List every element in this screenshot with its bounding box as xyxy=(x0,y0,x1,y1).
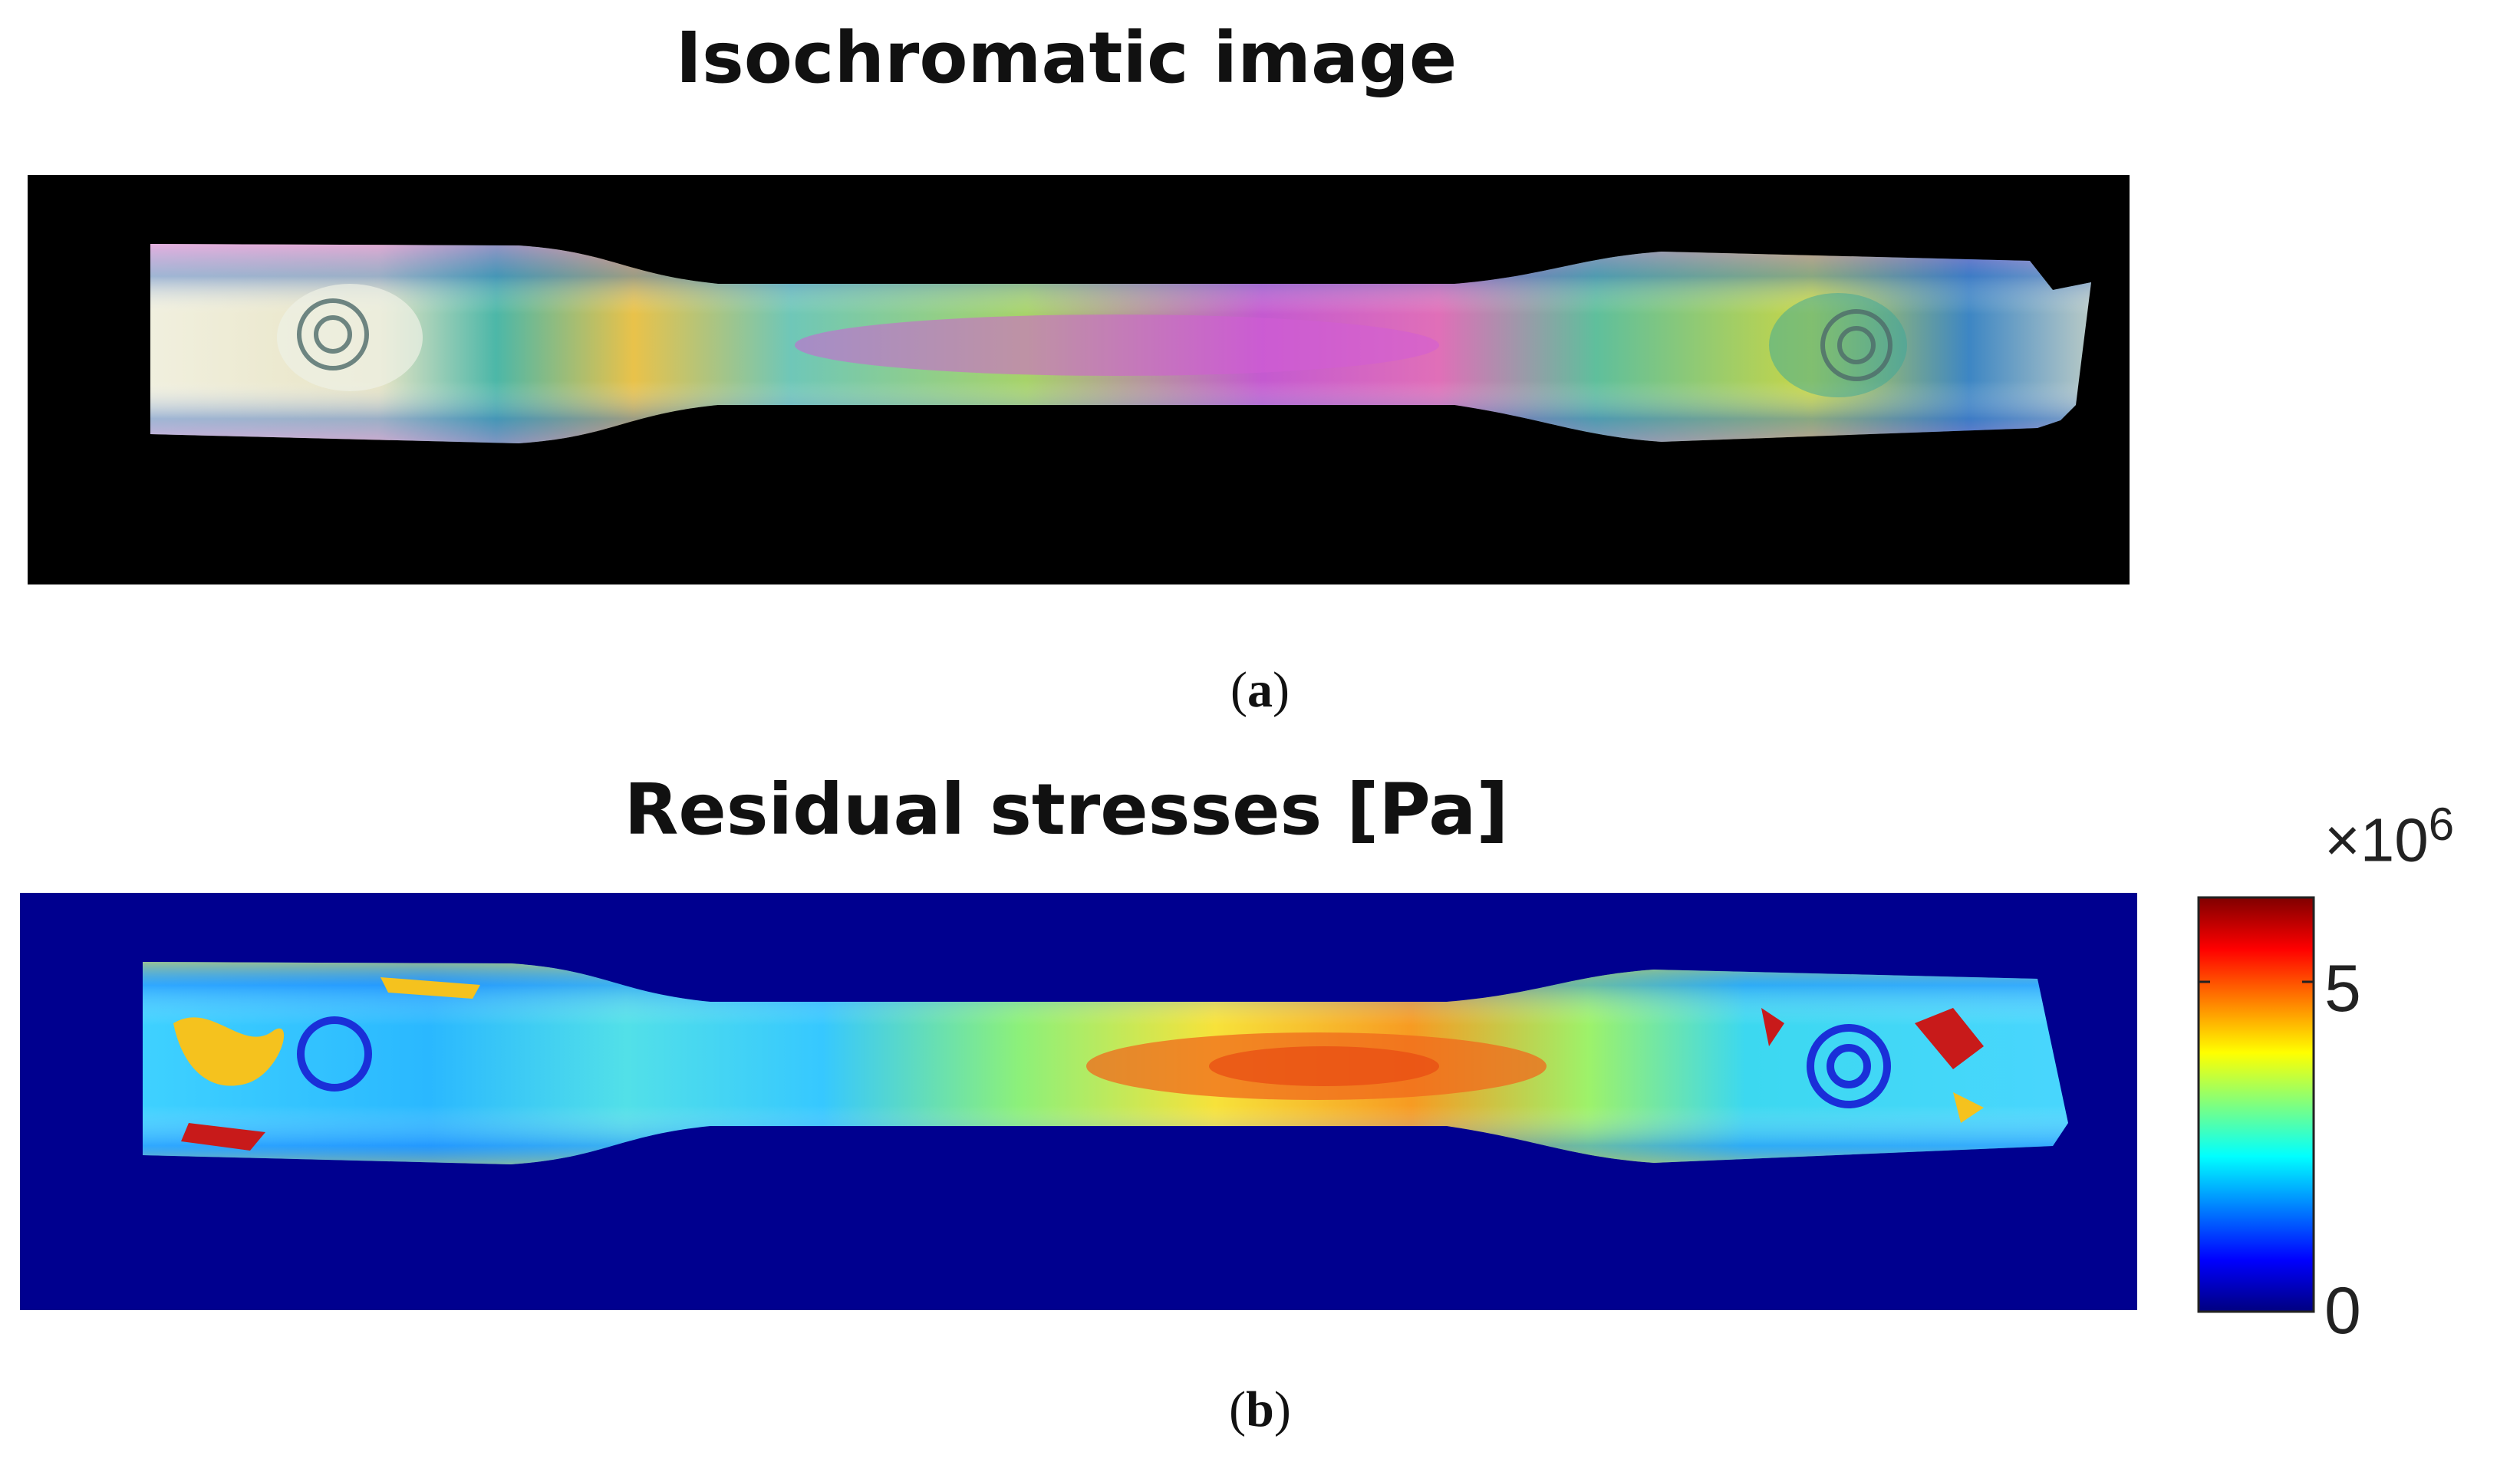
residual-stress-map xyxy=(20,893,2137,1310)
colorbar-tick-label-0: 0 xyxy=(2324,1274,2361,1348)
colorbar-multiplier: ×106 xyxy=(2324,799,2455,874)
panel-a-caption: (a) xyxy=(1230,662,1290,718)
panel-a-title: Isochromatic image xyxy=(675,17,1458,99)
panel-b-title: Residual stresses [Pa] xyxy=(624,769,1509,851)
colorbar-tick-label-5: 5 xyxy=(2324,952,2361,1026)
panel-b-caption: (b) xyxy=(1229,1381,1291,1437)
colorbar xyxy=(2197,896,2315,1313)
isochromatic-image xyxy=(28,175,2130,584)
